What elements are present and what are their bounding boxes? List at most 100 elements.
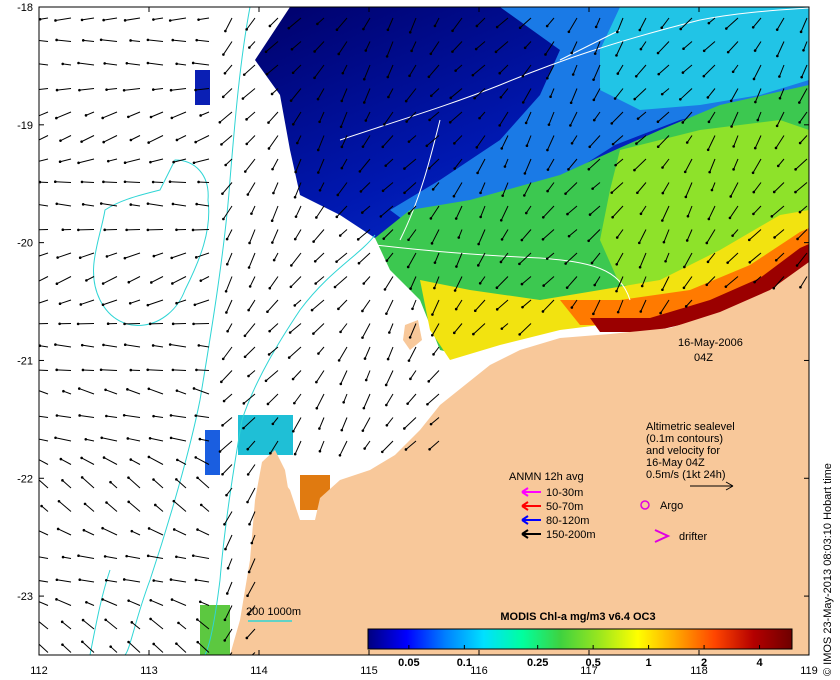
current-vector — [480, 205, 486, 218]
current-vector — [519, 252, 532, 265]
current-vector-head — [77, 161, 80, 165]
current-vector-head — [430, 333, 434, 337]
bathymetry-contours — [89, 7, 376, 655]
current-vector — [248, 41, 256, 48]
current-vector — [197, 641, 210, 653]
current-vector-head — [362, 77, 366, 81]
current-vector — [364, 440, 371, 449]
current-vector — [223, 393, 233, 402]
current-vector-head — [195, 368, 198, 372]
current-vector-head — [364, 119, 368, 122]
current-vector-head — [339, 125, 343, 129]
current-vector — [56, 88, 72, 91]
current-vector-head — [246, 594, 249, 598]
current-vector — [357, 229, 371, 240]
current-vector-head — [198, 437, 202, 441]
current-vector-head — [318, 120, 321, 124]
current-vector — [170, 17, 187, 21]
current-vector-head — [521, 305, 524, 309]
current-vector-head — [123, 180, 127, 184]
current-vector-head — [55, 282, 59, 285]
current-vector — [657, 111, 670, 123]
current-vector — [219, 440, 233, 452]
current-vector-head — [39, 344, 42, 348]
current-vector — [433, 346, 440, 355]
current-vector-head — [82, 528, 86, 532]
current-vector-head — [501, 194, 504, 197]
current-vector — [773, 182, 785, 193]
current-vector — [754, 88, 762, 103]
current-vector-head — [192, 161, 196, 165]
current-vector-head — [662, 240, 666, 244]
current-vector — [522, 299, 532, 308]
current-vector-head — [706, 260, 710, 264]
current-vector — [195, 579, 210, 583]
current-vector-head — [225, 262, 229, 266]
current-vector-head — [32, 369, 35, 372]
current-vector — [341, 88, 348, 102]
current-vector — [39, 601, 49, 606]
current-vector — [752, 17, 762, 28]
current-vector — [478, 229, 486, 245]
current-vector-head — [341, 71, 345, 75]
current-vector-head — [149, 599, 153, 602]
current-vector — [317, 158, 325, 173]
current-vector-head — [170, 116, 174, 120]
current-vector — [661, 17, 670, 29]
current-vector-head — [123, 343, 127, 347]
current-vector — [39, 204, 49, 207]
current-vector-head — [500, 327, 504, 330]
current-vector-head — [683, 170, 687, 174]
current-vector-head — [594, 25, 598, 29]
current-vector-head — [728, 216, 732, 220]
current-vector-head — [453, 142, 456, 145]
current-vector — [725, 17, 739, 29]
current-vector — [754, 135, 762, 149]
current-vector-head — [268, 24, 272, 28]
current-vector — [753, 182, 762, 193]
current-vector-head — [221, 192, 224, 195]
current-vector-head — [271, 167, 274, 171]
current-vector-head — [453, 289, 457, 292]
current-vector-head — [545, 24, 549, 28]
current-vector — [81, 457, 95, 465]
current-vector-head — [243, 170, 247, 173]
current-vector-head — [454, 69, 457, 72]
current-vector-head — [242, 73, 246, 76]
current-vector — [682, 111, 693, 123]
legend-arrowhead — [521, 487, 529, 497]
current-vector-head — [40, 504, 43, 508]
current-vector — [176, 643, 187, 653]
current-vector-head — [570, 51, 573, 55]
current-vector-head — [34, 618, 37, 621]
current-vector-head — [427, 167, 431, 170]
current-vector-head — [61, 479, 64, 482]
current-vector — [148, 135, 164, 144]
current-vector — [39, 40, 49, 42]
current-vector-head — [225, 311, 228, 314]
current-vector — [567, 205, 578, 215]
current-vector-head — [102, 140, 105, 144]
current-vector-head — [81, 640, 84, 644]
current-vector-head — [312, 332, 315, 335]
current-vector — [173, 158, 187, 163]
current-vector-head — [386, 28, 390, 32]
current-vector — [124, 88, 141, 91]
current-vector — [56, 415, 72, 418]
current-vector — [176, 556, 187, 559]
current-vector — [198, 17, 210, 21]
current-vector-head — [84, 437, 88, 441]
current-vector — [148, 388, 164, 395]
current-vector — [316, 393, 325, 409]
current-vector — [431, 323, 440, 336]
current-vector-head — [541, 215, 545, 219]
current-vector-head — [125, 62, 129, 65]
current-vector-head — [362, 282, 366, 285]
current-vector-head — [338, 234, 342, 237]
current-vector — [171, 88, 187, 91]
x-tick-label: 113 — [140, 665, 158, 677]
current-vector — [385, 299, 394, 314]
current-vector — [108, 158, 118, 162]
current-vector-head — [191, 61, 195, 65]
